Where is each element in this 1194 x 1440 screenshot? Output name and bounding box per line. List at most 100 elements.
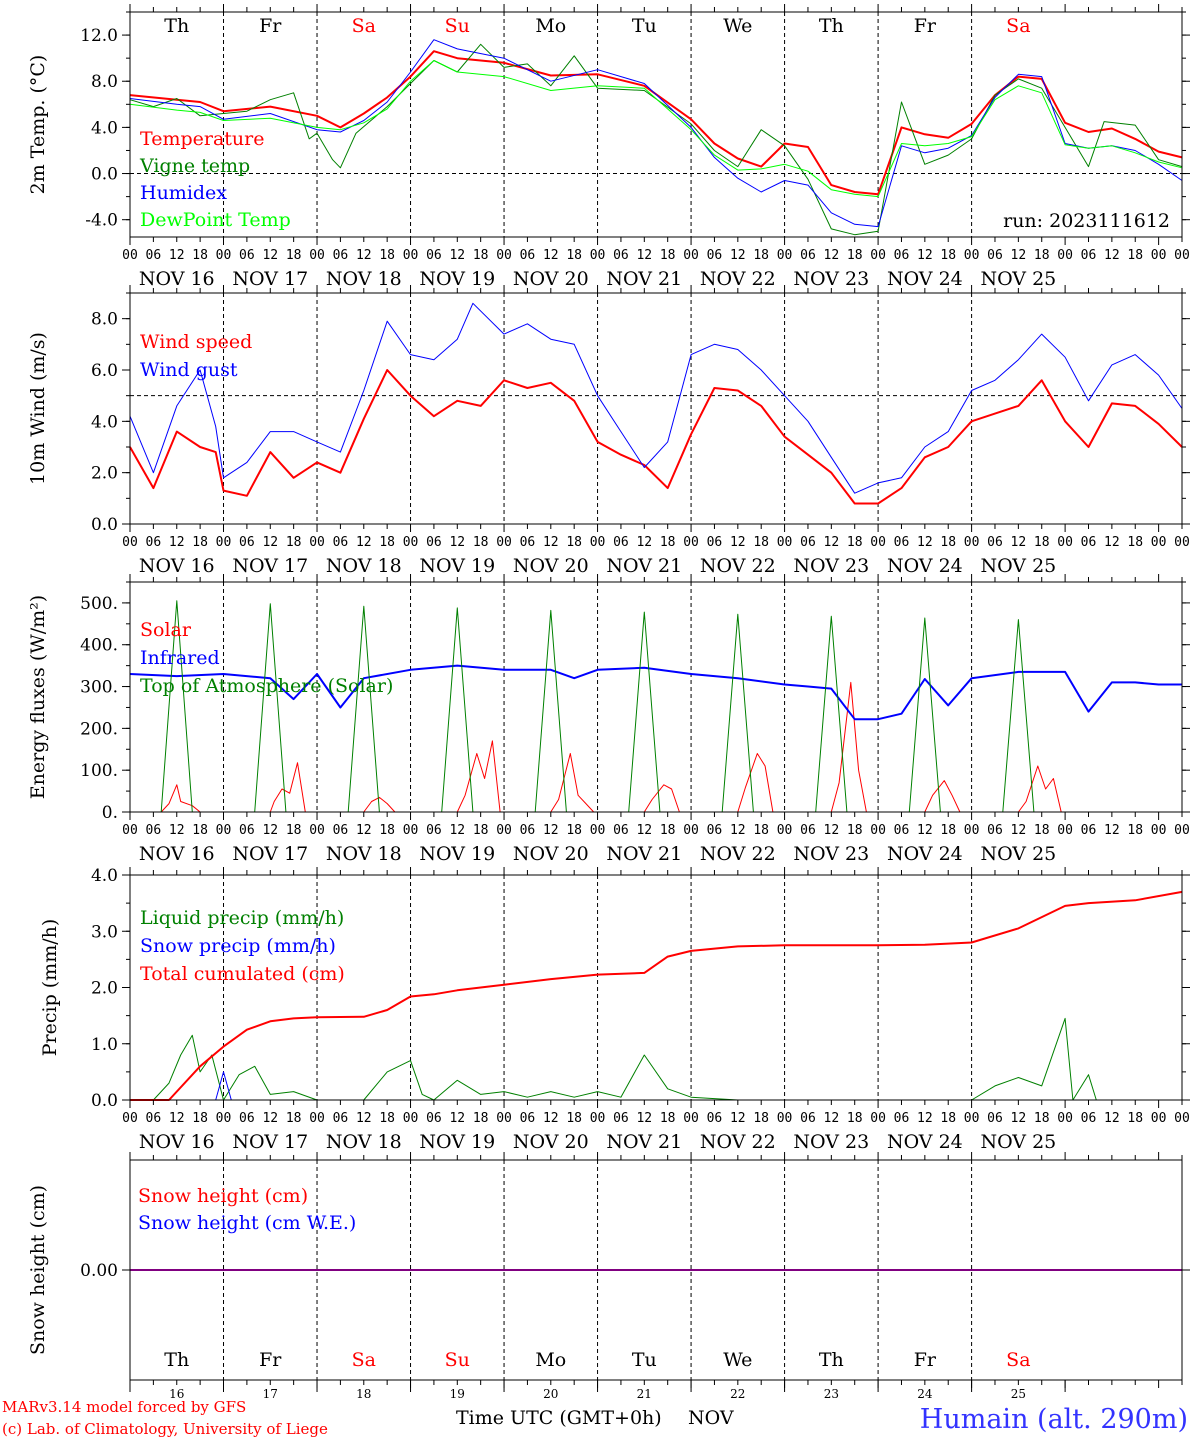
x-hour-label: 18 <box>192 823 208 838</box>
y-tick-label: 2.0 <box>91 464 118 484</box>
y-tick-label: 100. <box>80 761 118 781</box>
x-hour-label: 06 <box>800 248 816 263</box>
x-hour-label: 12 <box>169 248 185 263</box>
x-day-number-label: 17 <box>263 1387 278 1401</box>
y-tick-label: 400. <box>80 636 118 656</box>
x-hour-label: 00 <box>1057 248 1073 263</box>
x-hour-label: 00 <box>683 535 699 550</box>
x-hour-label: 12 <box>356 823 372 838</box>
grid-layer <box>130 12 1182 1380</box>
x-hour-label: 00 <box>1174 248 1190 263</box>
x-date-label: NOV 18 <box>326 843 402 865</box>
x-hour-label: 06 <box>894 535 910 550</box>
series-line-vigne-temp <box>129 43 1183 236</box>
legend-entry: Temperature <box>140 128 264 150</box>
day-of-week-label: Tu <box>632 1349 657 1371</box>
x-hour-label: 00 <box>683 823 699 838</box>
x-hour-label: 00 <box>403 248 419 263</box>
x-hour-label: 12 <box>543 248 559 263</box>
x-hour-label: 00 <box>122 248 138 263</box>
y-tick-label: 6.0 <box>91 361 118 381</box>
x-hour-label: 06 <box>239 823 255 838</box>
y-tick-label: 4.0 <box>91 412 118 432</box>
x-hour-label: 06 <box>146 535 162 550</box>
x-hour-label: 12 <box>917 1111 933 1126</box>
y-tick-label: 0. <box>102 803 118 823</box>
x-hour-label: 18 <box>1034 823 1050 838</box>
day-of-week-label: Th <box>819 15 844 37</box>
x-axis-month: NOV <box>688 1407 734 1429</box>
x-hour-label: 18 <box>1127 248 1143 263</box>
x-hour-label: 06 <box>613 823 629 838</box>
x-hour-label: 18 <box>940 1111 956 1126</box>
x-hour-label: 12 <box>449 1111 465 1126</box>
y-axis-label: 10m Wind (m/s) <box>27 332 49 485</box>
x-day-number-label: 23 <box>824 1387 839 1401</box>
x-hour-label: 18 <box>379 823 395 838</box>
x-hour-label: 06 <box>520 248 536 263</box>
x-date-label: NOV 24 <box>887 843 963 865</box>
x-date-label: NOV 25 <box>980 555 1056 577</box>
x-hour-label: 06 <box>894 823 910 838</box>
day-of-week-label: Mo <box>535 1349 566 1371</box>
x-date-label: NOV 19 <box>419 555 495 577</box>
x-hour-label: 06 <box>707 823 723 838</box>
x-date-label: NOV 20 <box>513 268 589 290</box>
model-credit-line2: (c) Lab. of Climatology, University of L… <box>2 1420 328 1438</box>
y-tick-label: 12.0 <box>80 26 118 46</box>
x-hour-label: 06 <box>800 535 816 550</box>
series-line-dewpoint-temp <box>129 60 1183 198</box>
x-hour-label: 00 <box>1174 823 1190 838</box>
series-line-humidex <box>129 39 1183 228</box>
x-hour-label: 06 <box>333 1111 349 1126</box>
model-credit-line1: MARv3.14 model forced by GFS <box>2 1398 246 1416</box>
x-hour-label: 00 <box>122 823 138 838</box>
y-tick-label: 3.0 <box>91 922 118 942</box>
x-date-label: NOV 18 <box>326 268 402 290</box>
x-hour-label: 12 <box>356 1111 372 1126</box>
x-hour-label: 12 <box>917 823 933 838</box>
station-title: Humain (alt. 290m) <box>920 1404 1188 1435</box>
series-line-top-of-atmosphere-solar <box>130 600 1182 813</box>
x-hour-label: 00 <box>777 1111 793 1126</box>
y-tick-label: 4.0 <box>91 118 118 138</box>
x-hour-label: 18 <box>847 1111 863 1126</box>
x-hour-label: 06 <box>146 248 162 263</box>
x-hour-label: 06 <box>333 535 349 550</box>
y-tick-label: 200. <box>80 719 118 739</box>
x-hour-label: 18 <box>473 248 489 263</box>
series-line-infrared <box>129 664 1182 721</box>
x-hour-label: 18 <box>192 1111 208 1126</box>
x-date-label: NOV 17 <box>232 268 308 290</box>
x-hour-label: 12 <box>543 535 559 550</box>
day-of-week-label: Sa <box>352 15 376 37</box>
x-hour-label: 06 <box>426 535 442 550</box>
x-hour-label: 12 <box>824 248 840 263</box>
y-tick-label: 1.0 <box>91 1035 118 1055</box>
panel-frame <box>129 581 1183 813</box>
day-of-week-label: We <box>723 1349 752 1371</box>
x-hour-label: 18 <box>940 535 956 550</box>
x-hour-label: 00 <box>1174 1111 1190 1126</box>
x-hour-label: 06 <box>333 823 349 838</box>
x-hour-label: 00 <box>496 535 512 550</box>
x-hour-label: 18 <box>286 823 302 838</box>
x-hour-label: 18 <box>286 248 302 263</box>
x-hour-label: 00 <box>1174 535 1190 550</box>
x-hour-label: 18 <box>566 535 582 550</box>
x-hour-label: 00 <box>309 1111 325 1126</box>
x-date-label: NOV 21 <box>606 268 682 290</box>
x-hour-label: 12 <box>636 535 652 550</box>
x-hour-label: 12 <box>169 535 185 550</box>
x-date-label: NOV 20 <box>513 555 589 577</box>
y-axis-label: Precip (mm/h) <box>39 919 61 1057</box>
x-hour-label: 00 <box>777 535 793 550</box>
series-layer <box>129 39 1183 1271</box>
x-hour-label: 00 <box>1057 1111 1073 1126</box>
x-hour-label: 18 <box>1127 535 1143 550</box>
x-hour-label: 18 <box>192 535 208 550</box>
x-hour-label: 12 <box>730 535 746 550</box>
legend-entry: Wind speed <box>140 331 252 353</box>
y-tick-label: 500. <box>80 594 118 614</box>
x-date-label: NOV 20 <box>513 1131 589 1153</box>
